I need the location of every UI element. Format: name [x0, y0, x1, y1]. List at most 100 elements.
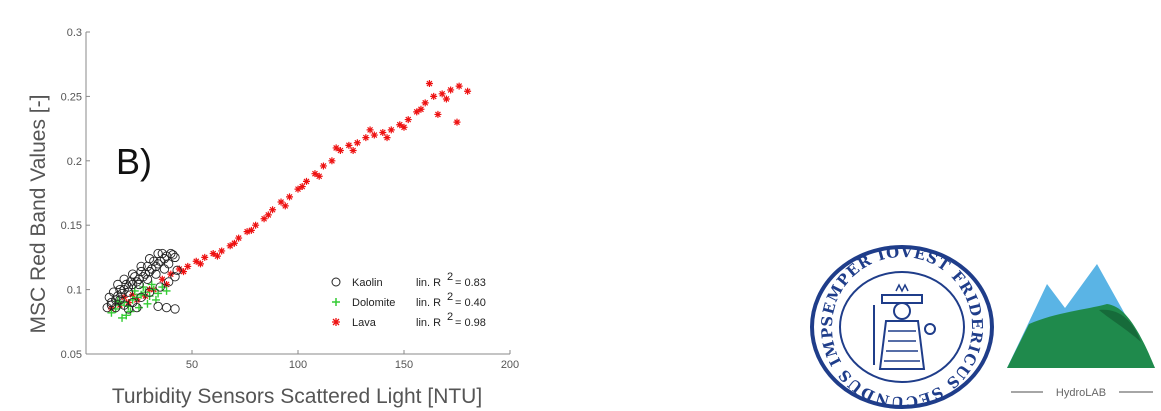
data-point-lava — [430, 92, 438, 100]
data-point-lava — [302, 177, 310, 185]
data-point-lava — [175, 265, 183, 273]
data-point-lava — [396, 121, 404, 129]
data-point-kaolin — [170, 304, 180, 314]
data-point-lava — [447, 86, 455, 94]
data-point-kaolin — [153, 248, 163, 259]
data-point-lava — [201, 253, 209, 261]
data-point-lava — [311, 170, 319, 178]
data-point-lava — [413, 108, 421, 116]
data-point-lava — [464, 87, 472, 95]
data-point-dolomite — [147, 280, 156, 289]
data-point-lava — [434, 110, 442, 118]
data-point-lava — [400, 123, 408, 131]
data-point-lava — [260, 215, 268, 223]
y-tick-label: 0.15 — [61, 220, 82, 232]
mountain-shade — [1099, 309, 1141, 342]
legend-r2-value-kaolin: = 0.83 — [455, 277, 486, 289]
data-point-kaolin — [134, 279, 144, 290]
data-point-lava — [230, 239, 238, 247]
legend: Kaolin lin. R 2 = 0.83 Dolomite lin. R 2… — [331, 271, 486, 329]
data-point-lava — [404, 116, 412, 124]
y-tick-label: 0.1 — [67, 285, 82, 297]
data-point-kaolin — [170, 272, 180, 282]
data-point-dolomite — [137, 290, 146, 299]
y-tick-label: 0.25 — [61, 91, 82, 103]
data-point-lava — [366, 126, 374, 134]
data-point-lava — [163, 280, 171, 288]
data-point-lava — [281, 202, 289, 210]
scatter-chart: 0.05 0.1 0.15 0.2 0.25 0.3 50 100 150 200 MSC Re… — [27, 27, 519, 408]
data-point-lava — [277, 198, 285, 206]
data-point-lava — [345, 141, 353, 149]
data-point-lava — [387, 126, 395, 134]
hydrolab-logo: HydroLAB — [1007, 264, 1155, 399]
data-point-dolomite — [135, 303, 143, 312]
data-point-kaolin — [168, 250, 178, 260]
data-point-lava — [264, 211, 272, 219]
data-point-lava — [453, 118, 461, 126]
legend-r2-label-lava: lin. R — [416, 317, 441, 329]
data-point-lava — [328, 157, 336, 165]
y-tick-label: 0.05 — [61, 349, 82, 361]
data-point-lava — [192, 257, 200, 265]
data-point-lava — [180, 268, 188, 276]
data-point-lava — [421, 99, 429, 107]
legend-r2-sup-dolomite: 2 — [447, 291, 453, 303]
legend-marker-dolomite — [332, 298, 340, 306]
data-point-kaolin — [157, 248, 167, 259]
data-point-lava — [349, 146, 357, 154]
x-ticks: 50 100 150 200 — [186, 350, 519, 371]
data-points — [102, 80, 472, 322]
data-point-lava — [209, 250, 217, 258]
legend-label-kaolin: Kaolin — [352, 277, 383, 289]
data-point-lava — [425, 80, 433, 88]
data-point-kaolin — [113, 279, 123, 290]
y-tick-label: 0.3 — [67, 27, 82, 39]
data-point-lava — [315, 172, 323, 180]
legend-r2-value-dolomite: = 0.40 — [455, 297, 486, 309]
data-point-lava — [417, 105, 425, 113]
data-point-kaolin — [136, 292, 146, 302]
data-point-lava — [379, 128, 387, 136]
data-point-kaolin — [144, 287, 155, 297]
data-point-lava — [146, 286, 154, 294]
data-point-lava — [226, 242, 234, 250]
data-point-kaolin — [104, 292, 114, 302]
y-ticks: 0.05 0.1 0.15 0.2 0.25 0.3 — [61, 27, 90, 361]
data-point-kaolin — [164, 277, 174, 287]
data-point-lava — [129, 291, 137, 299]
data-point-kaolin — [153, 301, 163, 311]
data-point-lava — [213, 252, 221, 260]
legend-r2-sup-lava: 2 — [447, 311, 453, 323]
data-point-lava — [247, 226, 255, 234]
data-point-lava — [158, 275, 166, 283]
data-point-kaolin — [151, 269, 161, 279]
data-point-dolomite — [107, 308, 116, 317]
data-point-kaolin — [172, 265, 182, 275]
data-point-lava — [269, 206, 277, 214]
data-point-kaolin — [127, 269, 138, 279]
data-point-lava — [442, 95, 450, 103]
legend-marker-lava — [332, 318, 340, 326]
legend-item-dolomite: Dolomite lin. R 2 = 0.40 — [332, 291, 486, 309]
legend-marker-kaolin — [331, 277, 341, 287]
hydrolab-wordmark: HydroLAB — [1056, 387, 1106, 399]
data-point-dolomite — [128, 295, 137, 304]
x-tick-label: 50 — [186, 359, 198, 371]
data-point-lava — [243, 228, 251, 236]
legend-item-kaolin: Kaolin lin. R 2 = 0.83 — [331, 271, 486, 289]
x-tick-label: 200 — [501, 359, 519, 371]
data-point-kaolin — [142, 274, 153, 284]
data-point-kaolin — [170, 252, 180, 263]
data-point-lava — [167, 270, 175, 278]
data-point-dolomite — [143, 299, 152, 308]
data-point-lava — [353, 139, 361, 147]
axes — [85, 32, 510, 355]
legend-label-lava: Lava — [352, 317, 377, 329]
data-point-kaolin — [115, 284, 125, 295]
data-point-lava — [235, 234, 243, 242]
seal-inner-ring — [839, 271, 965, 383]
data-point-kaolin — [164, 259, 174, 269]
legend-r2-label-kaolin: lin. R — [416, 277, 441, 289]
data-point-kaolin — [144, 254, 155, 264]
